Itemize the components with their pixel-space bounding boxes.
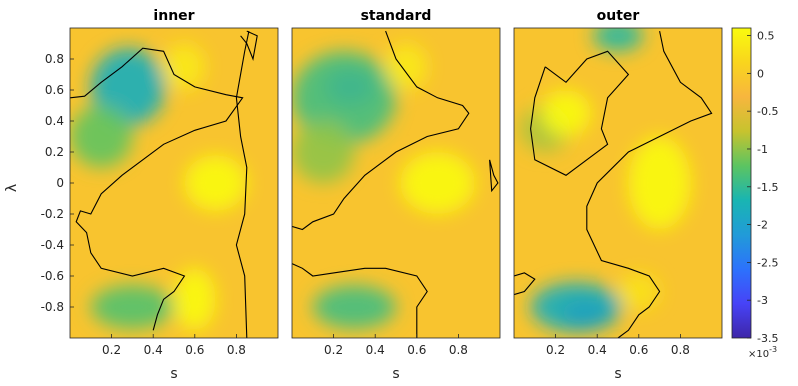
x-tick-label: 0.8 — [671, 343, 690, 357]
heatmap-blob — [292, 121, 355, 183]
panel-outer: outer 0.2 0.4 0.6 0.8 s — [513, 8, 723, 382]
x-tick-label: 0.6 — [629, 343, 648, 357]
contour-line — [292, 30, 470, 231]
y-tick-label: 0 — [56, 176, 64, 190]
panel-frame — [513, 27, 723, 339]
x-tick-label: 0.6 — [407, 343, 426, 357]
x-tick-label: 0.6 — [185, 343, 204, 357]
y-tick-label: -0.8 — [41, 300, 64, 314]
y-axis-label: λ — [4, 184, 20, 192]
x-tick-label: 0.8 — [449, 343, 468, 357]
heatmap-blob — [385, 43, 428, 90]
panel-standard: standard 0.2 0.4 0.6 0.8 s — [291, 8, 501, 382]
contour-line — [292, 263, 428, 338]
heatmap-blob — [400, 152, 476, 214]
x-tick-label: 0.4 — [144, 343, 163, 357]
x-axis-label: s — [392, 366, 399, 382]
heatmap-area — [514, 28, 722, 338]
colorbar-tick-label: -3 — [757, 294, 768, 307]
colorbar-tick-label: -1 — [757, 143, 768, 156]
x-tick-label: 0.4 — [366, 343, 385, 357]
contour-line — [489, 159, 499, 193]
y-tick-label: -0.4 — [41, 238, 64, 252]
colorbar-tick-label: 0 — [757, 67, 764, 80]
heatmap-blob — [593, 28, 643, 52]
y-tick-label: -0.2 — [41, 207, 64, 221]
x-tick-label: 0.4 — [588, 343, 607, 357]
colorbar-bar — [731, 27, 752, 339]
y-tick-label: 0.6 — [45, 83, 64, 97]
heatmap-blob — [184, 155, 247, 211]
heatmap-area — [292, 28, 500, 338]
heatmap-blobs — [70, 43, 247, 331]
colorbar-exponent-power: -3 — [769, 345, 777, 354]
heatmap-blob — [90, 48, 166, 126]
heatmap-blob — [541, 90, 591, 137]
x-axis-label: s — [614, 366, 621, 382]
x-tick-label: 0.2 — [102, 343, 121, 357]
heatmap-blob — [70, 105, 133, 168]
heatmap-area — [70, 28, 278, 338]
colorbar-ticks: 0.5 0 -0.5 -1 -1.5 -2 -2.5 -3 -3.5 — [747, 30, 778, 345]
heatmap-blob — [618, 272, 660, 311]
y-tick-label: -0.6 — [41, 269, 64, 283]
heatmap-blob — [312, 285, 396, 329]
panel-title: outer — [597, 8, 640, 24]
contour-line — [530, 50, 630, 176]
panels-group: inner 0.2 0.4 0.6 0.8 s 0.8 0.6 0.4 0.2 0 -0.2 -0.4 -… — [41, 8, 723, 382]
heatmap-blob — [530, 282, 623, 332]
x-tick-label: 0.8 — [227, 343, 246, 357]
heatmap-blob — [174, 268, 216, 331]
colorbar-tick-label: -1.5 — [757, 181, 778, 194]
x-axis-label: s — [170, 366, 177, 382]
x-tick-label: 0.2 — [324, 343, 343, 357]
colorbar-tick-label: 0.5 — [757, 30, 775, 43]
heatmap-blob — [292, 51, 396, 145]
heatmap-blob — [163, 43, 206, 90]
panel-inner: inner 0.2 0.4 0.6 0.8 s 0.8 0.6 0.4 0.2 0 -0.2 -0.4 -… — [41, 8, 279, 382]
colorbar-tick-label: -0.5 — [757, 105, 778, 118]
colorbar-tick-label: -3.5 — [757, 332, 778, 345]
colorbar-tick-label: -2.5 — [757, 256, 778, 269]
colorbar: 0.50-0.5-1-1.5-2-2.5-3-3.5 ×10-3 — [731, 27, 778, 360]
y-tick-label: 0.2 — [45, 145, 64, 159]
contour-line — [514, 272, 536, 296]
y-tick-label: 0.4 — [45, 114, 64, 128]
heatmap-blobs — [292, 43, 476, 329]
colorbar-tick-label: -2 — [757, 219, 768, 232]
contour-line — [586, 30, 713, 338]
contour-line — [235, 30, 250, 338]
colorbar-exponent-base: ×10 — [748, 349, 769, 360]
panel-frame — [291, 27, 501, 339]
x-tick-label: 0.2 — [546, 343, 565, 357]
colorbar-exponent: ×10-3 — [748, 345, 777, 360]
heatmap-blob — [628, 136, 691, 230]
panel-title: standard — [361, 8, 432, 24]
contour-line — [70, 47, 244, 331]
heatmap-blob — [90, 285, 174, 329]
contour-line — [240, 30, 258, 61]
panel-title: inner — [153, 8, 194, 24]
y-tick-label: 0.8 — [45, 52, 64, 66]
